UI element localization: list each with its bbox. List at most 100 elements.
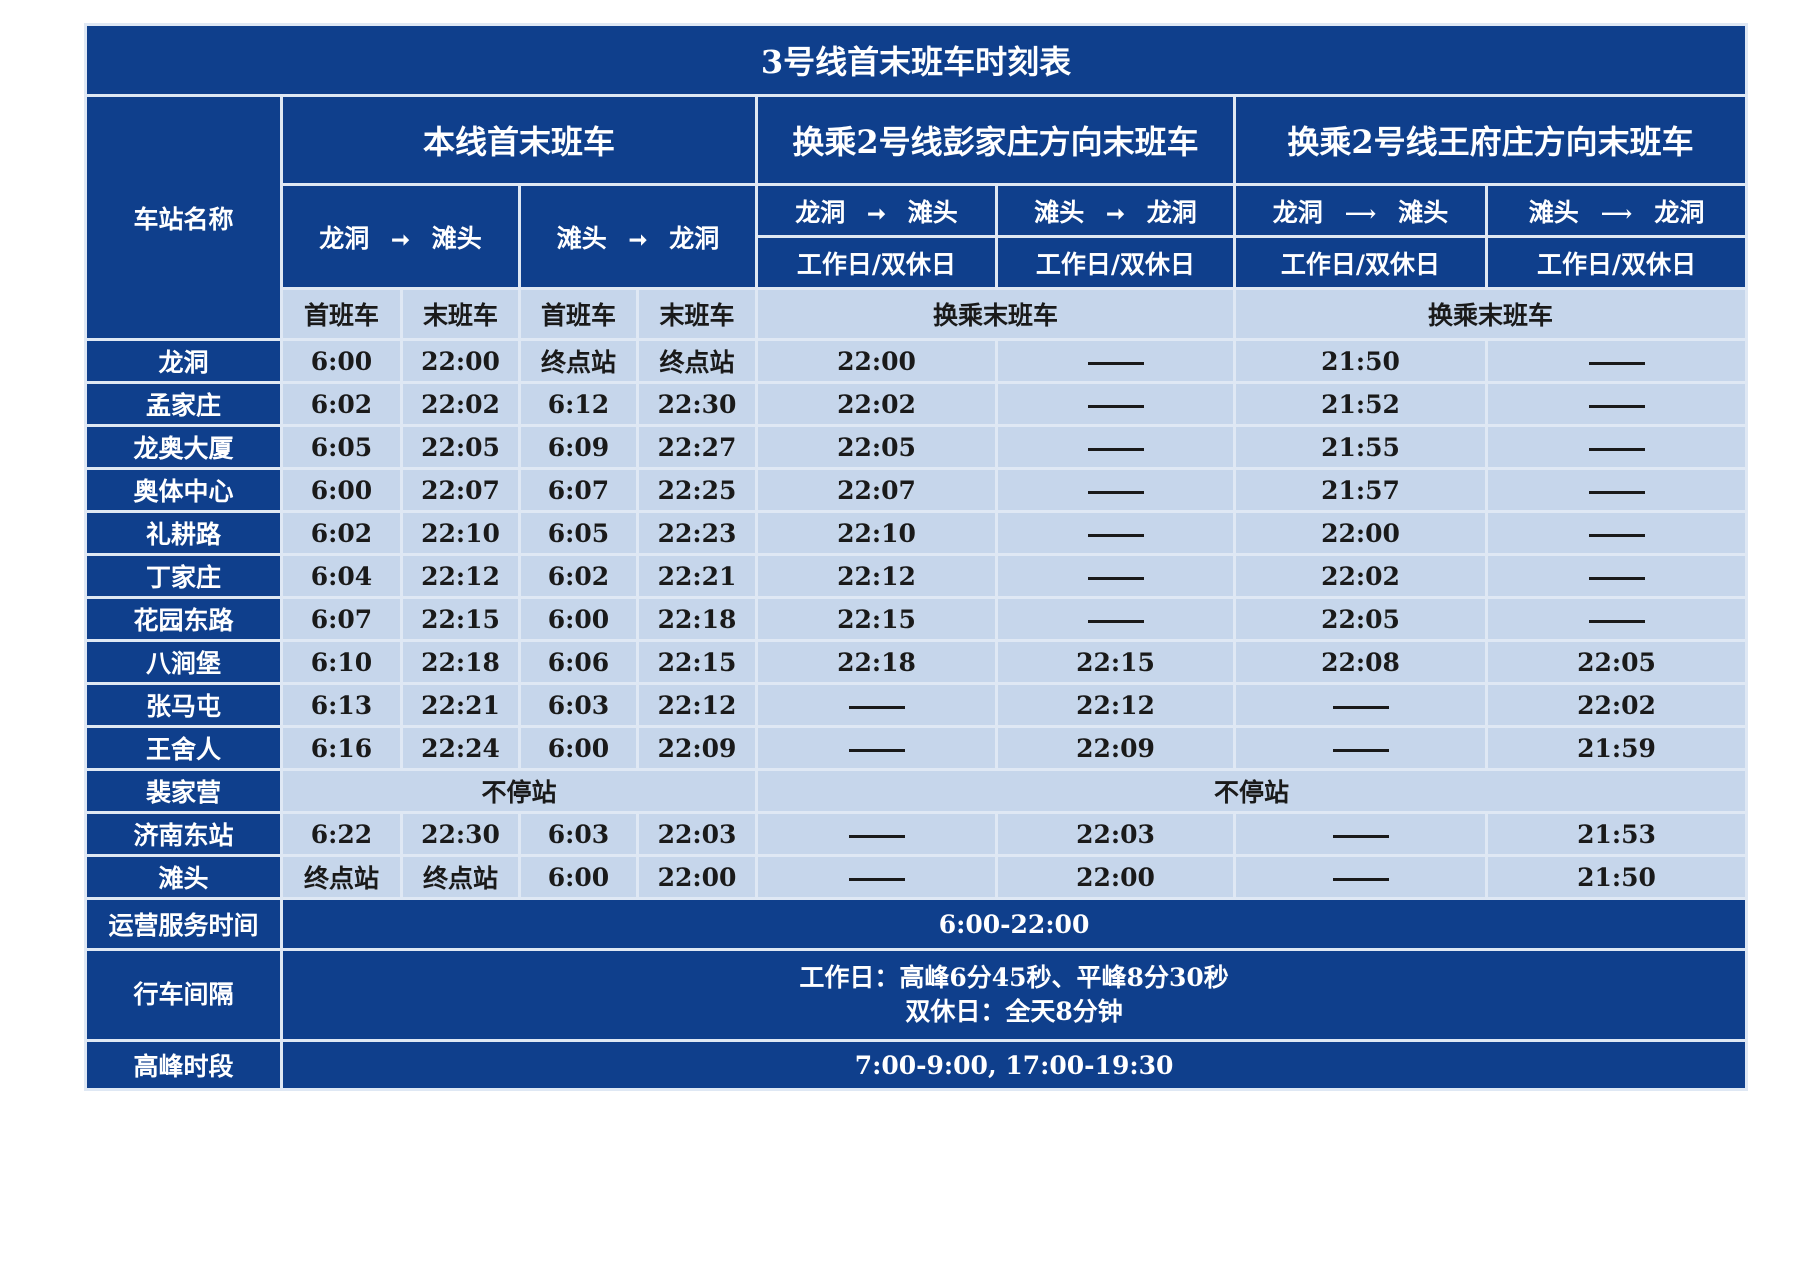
dash-icon xyxy=(848,834,905,838)
table-row: 龙奥大厦 6:05 22:05 6:09 22:27 22:05 21:55 xyxy=(84,424,1749,470)
time-cell: 6:03 xyxy=(518,682,639,728)
time-cell: 6:00 xyxy=(280,467,403,513)
own-line-header: 本线首末班车 xyxy=(280,94,758,186)
time-cell: 22:00 xyxy=(636,854,758,900)
day-type: 工作日/双休日 xyxy=(1233,235,1488,290)
time-cell: 22:02 xyxy=(1484,682,1749,728)
no-train-cell xyxy=(995,424,1236,470)
to-station: 龙洞 xyxy=(1654,197,1705,227)
time-cell: 22:10 xyxy=(400,510,521,556)
time-cell: 22:02 xyxy=(400,381,521,427)
dash-icon xyxy=(848,748,905,752)
time-cell: 6:00 xyxy=(280,338,403,384)
time-cell: 22:12 xyxy=(995,682,1236,728)
arrow-right-icon: ⟶ xyxy=(1344,200,1377,227)
time-cell: 21:55 xyxy=(1233,424,1488,470)
from-station: 龙洞 xyxy=(1272,197,1323,227)
to-station: 龙洞 xyxy=(1146,197,1197,227)
time-cell: 22:23 xyxy=(636,510,758,556)
time-cell: 6:00 xyxy=(518,854,639,900)
table-row: 礼耕路 6:02 22:10 6:05 22:23 22:10 22:00 xyxy=(84,510,1749,556)
no-train-cell xyxy=(755,725,998,771)
time-cell: 6:13 xyxy=(280,682,403,728)
time-cell: 22:12 xyxy=(636,682,758,728)
time-cell: 22:07 xyxy=(400,467,521,513)
day-type: 工作日/双休日 xyxy=(995,235,1236,290)
dash-icon xyxy=(1087,447,1144,451)
peak-hours-value: 7:00-9:00, 17:00-19:30 xyxy=(279,1039,1749,1091)
no-train-cell xyxy=(1233,682,1488,728)
direction-longdong-tantou: 龙洞 ➞ 滩头 xyxy=(280,183,521,290)
time-cell: 21:57 xyxy=(1233,467,1488,513)
time-cell: 终点站 xyxy=(636,338,758,384)
no-train-cell xyxy=(1484,381,1749,427)
station-name: 花园东路 xyxy=(84,596,283,642)
time-cell: 6:02 xyxy=(280,381,403,427)
time-cell: 22:09 xyxy=(995,725,1236,771)
table-row: 张马屯 6:13 22:21 6:03 22:12 22:12 22:02 xyxy=(84,682,1749,728)
transfer-last-train-header: 换乘末班车 xyxy=(1232,287,1749,341)
time-cell: 22:21 xyxy=(400,682,521,728)
table-row: 八涧堡 6:10 22:18 6:06 22:15 22:18 22:15 22:08 22:0… xyxy=(84,639,1749,685)
no-train-cell xyxy=(755,854,998,900)
day-type: 工作日/双休日 xyxy=(755,235,998,290)
station-name-header: 车站名称 xyxy=(84,94,283,341)
station-name: 王舍人 xyxy=(84,725,283,771)
time-cell: 22:00 xyxy=(995,854,1236,900)
direction-longdong-tantou: 龙洞 ⟶ 滩头 xyxy=(1233,183,1488,238)
station-name: 张马屯 xyxy=(84,682,283,728)
time-cell: 22:21 xyxy=(636,553,758,599)
table-row: 孟家庄 6:02 22:02 6:12 22:30 22:02 21:52 xyxy=(84,381,1749,427)
direction-tantou-longdong: 滩头 ➞ 龙洞 xyxy=(518,183,758,290)
from-station: 滩头 xyxy=(556,223,607,253)
station-name: 龙奥大厦 xyxy=(84,424,283,470)
dash-icon xyxy=(1588,404,1645,408)
table-row: 裴家营 不停站 不停站 xyxy=(84,768,1749,814)
time-cell: 22:02 xyxy=(1233,553,1488,599)
arrow-right-icon: ➞ xyxy=(391,226,410,253)
time-cell: 22:09 xyxy=(636,725,758,771)
time-cell: 21:59 xyxy=(1484,725,1749,771)
time-cell: 22:00 xyxy=(755,338,998,384)
station-name: 龙洞 xyxy=(84,338,283,384)
time-cell: 终点站 xyxy=(400,854,521,900)
time-cell: 21:50 xyxy=(1484,854,1749,900)
no-train-cell xyxy=(995,338,1236,384)
time-cell: 22:15 xyxy=(755,596,998,642)
station-name: 滩头 xyxy=(84,854,283,900)
time-cell: 6:12 xyxy=(518,381,639,427)
arrow-right-icon: ⟶ xyxy=(1600,200,1633,227)
time-cell: 6:06 xyxy=(518,639,639,685)
time-cell: 22:12 xyxy=(755,553,998,599)
no-train-cell xyxy=(1484,553,1749,599)
time-cell: 22:08 xyxy=(1233,639,1488,685)
time-cell: 6:03 xyxy=(518,811,639,857)
table-row: 滩头 终点站 终点站 6:00 22:00 22:00 21:50 xyxy=(84,854,1749,900)
station-name: 孟家庄 xyxy=(84,381,283,427)
time-cell: 6:00 xyxy=(518,596,639,642)
time-cell: 21:52 xyxy=(1233,381,1488,427)
transfer-pengjiazhuang-header: 换乘2号线彭家庄方向末班车 xyxy=(755,94,1236,186)
time-cell: 22:25 xyxy=(636,467,758,513)
last-train-header: 末班车 xyxy=(636,287,758,341)
no-train-cell xyxy=(995,381,1236,427)
dash-icon xyxy=(1087,619,1144,623)
time-cell: 22:27 xyxy=(636,424,758,470)
arrow-right-icon: ➞ xyxy=(628,226,648,253)
transfer-last-train-header: 换乘末班车 xyxy=(755,287,1236,341)
station-name: 礼耕路 xyxy=(84,510,283,556)
time-cell: 22:30 xyxy=(400,811,521,857)
time-cell: 6:00 xyxy=(518,725,639,771)
time-cell: 6:09 xyxy=(518,424,639,470)
no-train-cell xyxy=(1233,725,1488,771)
service-time-value: 6:00-22:00 xyxy=(279,897,1749,951)
to-station: 滩头 xyxy=(907,197,958,227)
dash-icon xyxy=(1588,361,1645,365)
dash-icon xyxy=(1087,576,1144,580)
to-station: 滩头 xyxy=(1398,197,1449,227)
dash-icon xyxy=(1588,490,1645,494)
time-cell: 6:04 xyxy=(280,553,403,599)
direction-tantou-longdong: 滩头 ⟶ 龙洞 xyxy=(1484,183,1749,238)
table-row: 王舍人 6:16 22:24 6:00 22:09 22:09 21:59 xyxy=(84,725,1749,771)
time-cell: 21:53 xyxy=(1484,811,1749,857)
